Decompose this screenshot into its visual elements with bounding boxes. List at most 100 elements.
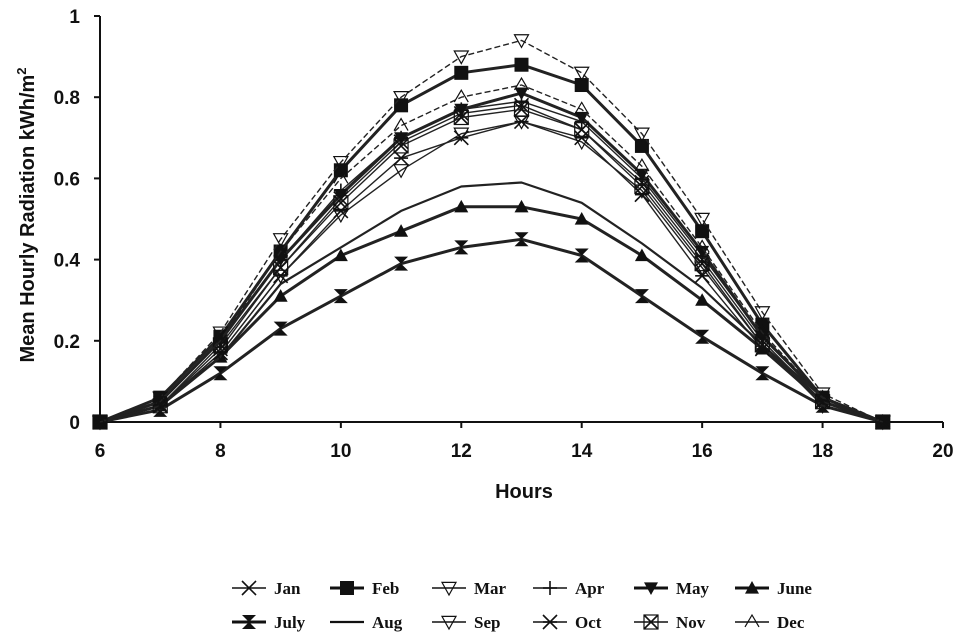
series-sep [91,115,891,431]
data-point [272,233,289,248]
legend-label: Dec [777,613,805,632]
data-point [340,581,354,595]
data-point [574,212,589,225]
legend-label: July [274,613,306,632]
data-point [574,78,589,93]
data-point [634,138,649,153]
data-point [694,256,710,272]
data-point [513,34,530,49]
data-point [333,203,349,219]
legend-item-july: July [232,613,306,632]
series-june [93,199,890,428]
series-line-july [99,237,884,424]
legend-label: Apr [575,579,605,598]
series-line-oct [99,120,884,423]
data-point [440,581,458,597]
data-point [212,326,229,341]
series-line-june [99,205,884,424]
data-point [633,127,650,142]
legend-label: May [676,579,710,598]
data-point [333,289,348,304]
legend-item-sep: Sep [432,613,500,632]
y-axis-title-superscript: 2 [14,67,29,74]
data-point [695,245,710,259]
data-point [744,613,760,628]
series-mar [91,34,891,431]
data-point [695,224,710,239]
series-line-aug [99,181,884,424]
data-point [643,614,659,630]
data-point [574,122,590,138]
data-point [393,138,409,154]
data-point [453,50,470,65]
x-tick-label: 18 [812,441,833,462]
series-dec [92,76,891,428]
legend-item-dec: Dec [735,613,805,632]
data-point [454,199,469,213]
data-point [453,130,469,146]
data-point [634,289,649,304]
data-point [514,57,529,72]
data-point [92,413,108,428]
data-point [574,130,590,146]
data-point [212,332,228,347]
data-point [634,248,649,262]
data-point [542,614,558,630]
data-point [695,293,710,306]
series-line-dec [99,84,884,423]
y-tick-label: 1 [69,7,80,28]
series-line-nov [99,108,884,423]
data-point [393,164,410,179]
data-point [754,337,770,353]
legend-label: Nov [676,613,706,632]
data-point [333,195,349,211]
x-tick-label: 16 [692,441,713,462]
series-nov [92,101,891,430]
data-point [755,366,770,381]
data-point [241,580,257,596]
data-point [454,240,469,255]
data-point [514,87,529,101]
data-point [694,212,711,228]
data-point [543,581,557,595]
data-point [574,248,589,263]
y-axis-title: Mean Hourly Radiation kWh/m2 [14,67,39,362]
data-point [514,232,529,247]
data-point [333,248,348,262]
axes: 6 8 10 12 14 16 18 20 0 0.2 0.4 0.6 0.8 1 [54,7,954,462]
legend-item-mar: Mar [432,579,507,598]
y-tick-label: 0.6 [54,169,80,190]
data-point [273,260,289,276]
data-point [745,581,759,594]
series-line-mar [99,39,884,423]
data-point [242,615,256,629]
data-point [644,582,658,595]
data-point [454,65,469,80]
y-tick-label: 0 [69,413,80,434]
x-axis-title: Hours [495,481,553,503]
data-point [273,289,288,302]
data-point [573,66,590,82]
data-point [875,413,891,428]
data-point [152,393,168,407]
data-point [754,306,771,321]
y-tick-label: 0.4 [54,251,81,272]
data-point [694,239,710,253]
data-point [514,199,529,213]
legend-label: June [777,579,812,598]
legend-label: Jan [274,579,301,598]
data-point [333,170,349,184]
x-tick-label: 8 [215,441,226,462]
data-point [634,178,650,195]
data-point [513,76,530,91]
data-point [393,90,410,106]
y-tick-label: 0.2 [54,332,80,353]
series-aug [99,181,884,424]
data-point [273,268,289,284]
data-point [212,345,228,361]
legend-item-aug: Aug [330,613,403,632]
legend-label: Feb [372,579,399,598]
legend-item-feb: Feb [330,579,399,598]
